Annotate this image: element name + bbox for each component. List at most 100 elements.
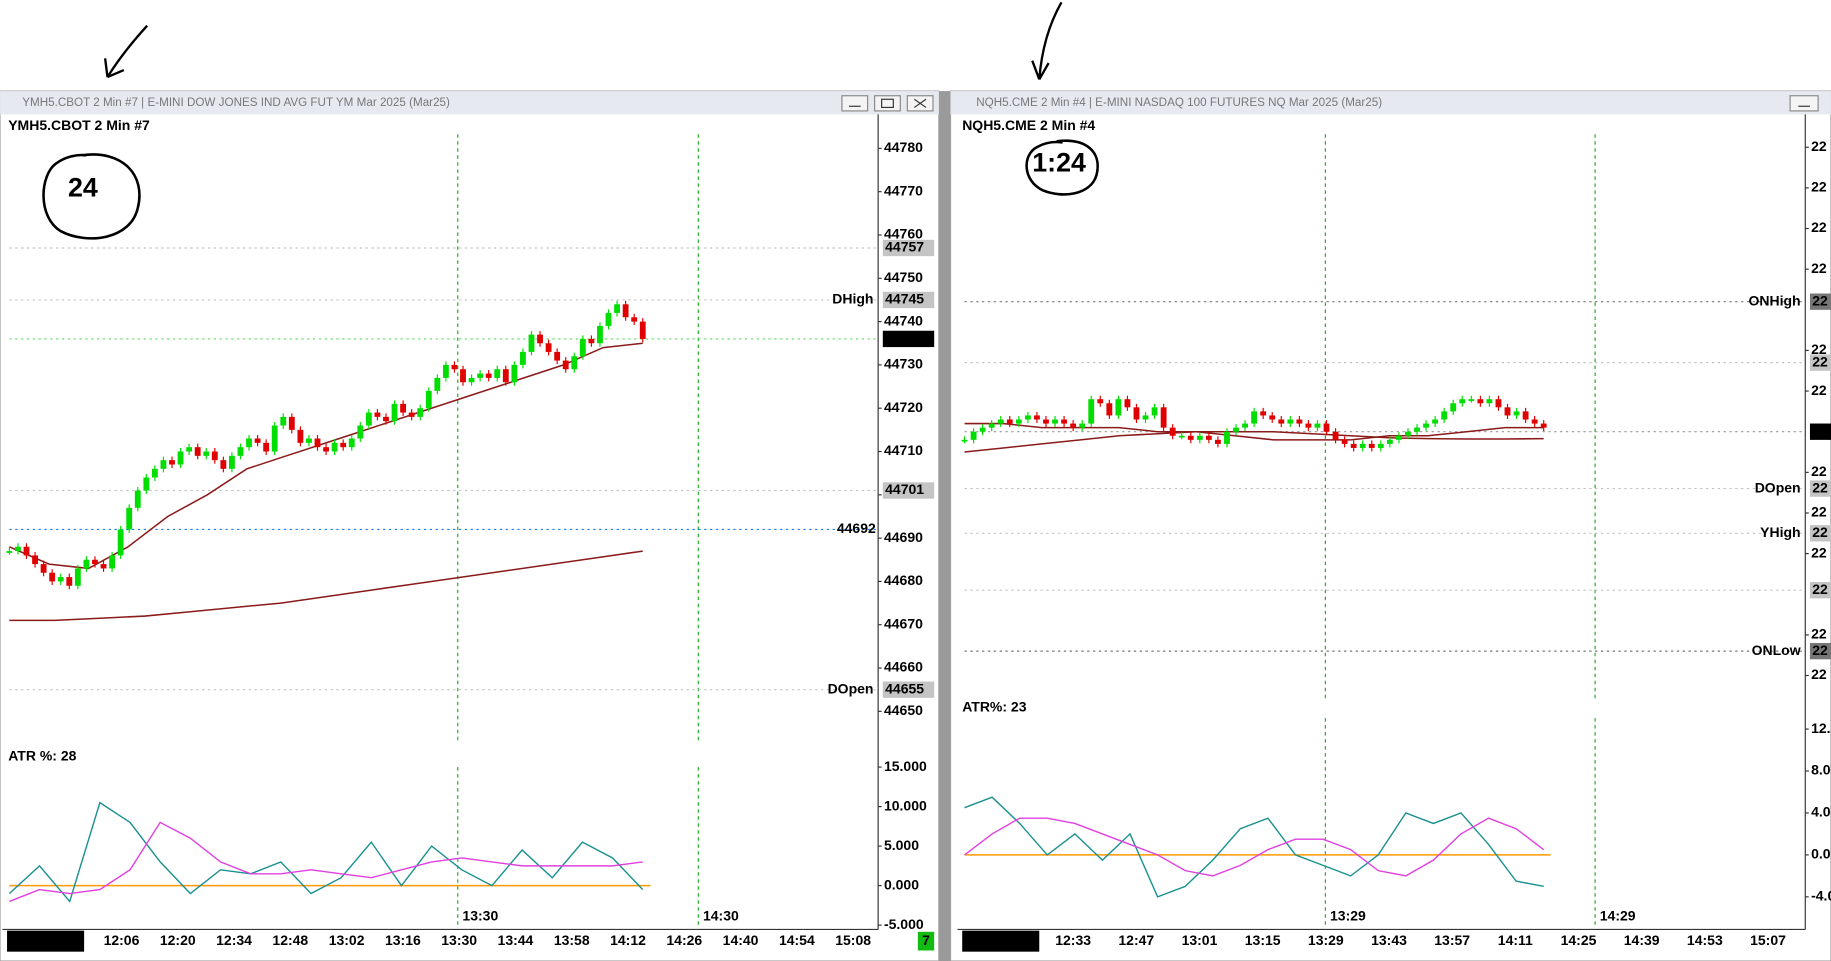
y-tick-label: 44780 [884,139,923,155]
chart-label: YMH5.CBOT 2 Min #7 [8,117,150,133]
x-tick-label: 13:29 [1308,932,1344,948]
candle [1178,435,1185,438]
candle [1396,435,1402,440]
candle [1350,443,1357,448]
candle [143,477,150,491]
candle [348,438,355,448]
candle [520,351,526,365]
candle [571,356,578,370]
candle [40,564,47,573]
candle [485,373,492,378]
badge-label: 7 [922,932,930,948]
candle [1015,419,1022,424]
y-tick-label: 22 [1811,219,1827,235]
candle [383,416,389,422]
x-tick-label: 14:54 [779,932,815,948]
candle [49,572,56,582]
x-tick-label: 14:25 [1561,932,1597,948]
candle [597,325,603,344]
candle [468,377,475,383]
candle [1540,423,1547,428]
candle [1414,427,1420,432]
y-tick-label: 15.000 [884,758,927,774]
minimize-button[interactable] [1789,95,1819,112]
session-label: 14:30 [703,907,739,923]
level-value: 22 [1812,479,1828,495]
candle [66,577,73,586]
candle [314,438,321,448]
candle [1459,399,1466,404]
level-value: 22 [1812,524,1828,540]
window-frame [949,90,1831,961]
candle [477,373,484,378]
candle [1097,399,1104,404]
level-value: 22 [1812,642,1828,658]
candle [614,304,620,313]
y-tick-label: 44660 [884,659,923,675]
session-label: 14:29 [1600,907,1636,923]
window-frame [0,90,940,961]
candle [460,369,466,383]
candle [1006,419,1013,424]
y-tick-label: 44720 [884,399,923,415]
candle [1215,439,1221,444]
candle [74,568,81,586]
candle [502,369,509,383]
candle [1386,439,1393,444]
candle [211,451,218,461]
x-tick-label: 12:06 [104,932,140,948]
candle [1486,399,1493,404]
arrow [103,24,149,79]
candle [1124,399,1131,408]
candle [545,343,552,352]
candle [117,529,124,556]
candle [494,369,501,378]
x-tick-label: 12:20 [160,932,196,948]
y-tick-label: 22 [1811,504,1827,520]
candle [988,423,995,428]
level-name: ONLow [1752,642,1801,658]
candle [639,321,646,339]
candle [997,419,1004,424]
y-tick-label: 22 [1811,341,1827,357]
candle [554,351,561,361]
indicator-line [964,796,1544,898]
candle [1495,399,1502,408]
y-tick-label: 12.0 [1811,720,1831,736]
x-tick-label: 14:26 [666,932,702,948]
date-label: 2025-2-17 [969,932,1033,948]
y-tick-label: 0.000 [884,876,919,892]
candle [1142,415,1149,420]
candle [1160,407,1167,428]
level-value: 44701 [885,481,924,497]
candle [961,439,968,442]
candle [1115,399,1122,416]
level-value: 44736 [885,330,924,346]
minimize-button[interactable] [841,95,869,112]
chart-label: NQH5.CME 2 Min #4 [962,117,1095,133]
candle [100,564,107,569]
candle [1405,431,1411,436]
maximize-button[interactable] [874,95,901,112]
level-box [1809,354,1831,371]
x-tick-label: 13:15 [1245,932,1281,948]
candle [562,360,569,370]
candle [169,460,175,465]
candle [1359,443,1366,448]
candle [1477,399,1484,404]
x-tick-label: 13:16 [385,932,421,948]
candle [1088,399,1095,424]
splitter[interactable] [938,91,951,961]
level-value: 22 [1812,292,1828,308]
candle [340,442,347,448]
candle [1522,411,1529,420]
candle [1043,419,1049,424]
moving-average [964,430,1544,453]
candle [579,338,586,357]
candle [237,447,244,456]
candle [1260,411,1267,416]
level-value: 44745 [885,291,924,307]
candle [23,546,30,556]
